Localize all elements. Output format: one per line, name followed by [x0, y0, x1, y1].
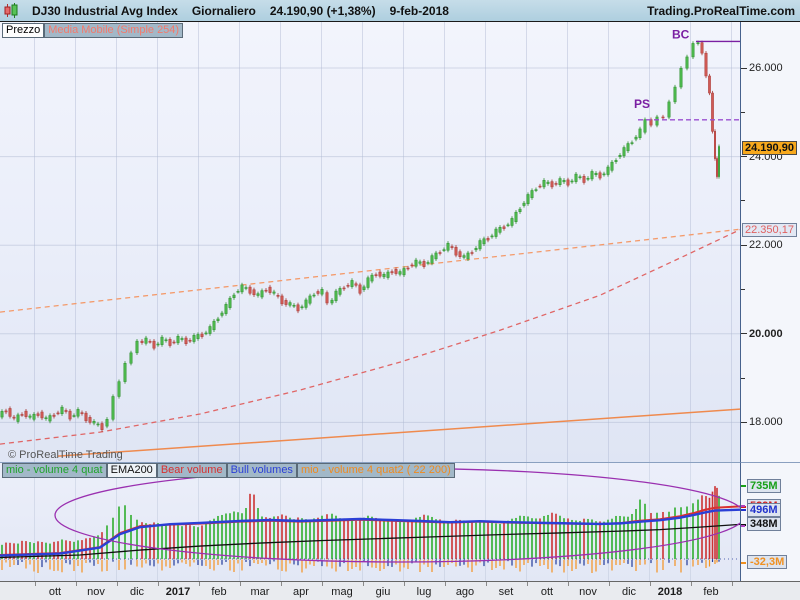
month-boundary-tick [567, 582, 569, 586]
ellipse-axis-tick [741, 504, 745, 507]
month-label: feb [703, 586, 719, 598]
month-boundary-tick [116, 582, 118, 586]
volume-legend: mio - volume 4 quat EMA200 Bear volume Bull… [2, 463, 455, 478]
ps-label: PS [634, 97, 650, 111]
ellipse-axis-tick [741, 524, 745, 527]
month-boundary-tick [649, 582, 651, 586]
last-price-and-change: 24.190,90 (+1,38%) [269, 3, 376, 18]
month-label: dic [621, 586, 637, 598]
volume-axis-label: 735M [747, 478, 781, 493]
price-axis-minor-tick [741, 111, 745, 113]
quat2-bars [1, 559, 720, 573]
price-axis-minor-tick [741, 200, 745, 202]
month-boundary-tick [34, 582, 36, 586]
month-label: dic [129, 586, 145, 598]
bc-label: BC [672, 27, 690, 41]
price-axis[interactable]: 26.000 24.000 22.000 20.000 18.000 24.190,90 2… [741, 22, 800, 462]
timeframe-label[interactable]: Giornaliero [191, 3, 256, 18]
current-price-box: 24.190,90 [742, 141, 797, 156]
month-label: 2017 [165, 586, 191, 598]
month-label: feb [211, 586, 227, 598]
ma-value-box: 22.350,17 [742, 222, 797, 237]
month-boundary-tick [526, 582, 528, 586]
volume-pane[interactable] [0, 462, 741, 582]
price-gridlines [0, 22, 740, 462]
month-boundary-tick [444, 582, 446, 586]
month-label: mag [331, 586, 353, 598]
month-label: mar [250, 586, 270, 598]
price-tick-label: 18.000 [749, 416, 783, 429]
month-label: lug [416, 586, 432, 598]
month-boundary-tick [157, 582, 159, 586]
price-tick-label: 20.000 [749, 327, 783, 340]
ma254-line [0, 229, 740, 445]
price-legend: Prezzo Media Mobile (Simple 254) [2, 23, 184, 38]
price-axis-tick [741, 421, 747, 423]
volume-legend-chip-2[interactable]: Bear volume [156, 463, 227, 478]
volume-axis[interactable]: 735M529M496M348M-32,3M [741, 462, 800, 582]
candlestick-series [0, 40, 720, 432]
copyright-text: © ProRealTime Trading [8, 449, 123, 461]
month-label: 2018 [657, 586, 683, 598]
time-axis[interactable]: ott nov dic 2017 feb mar apr mag giu lug ago set ott… [0, 581, 800, 600]
volume-legend-chip-4[interactable]: mio - volume 4 quat2 ( 22 200) [296, 463, 455, 478]
month-boundary-tick [608, 582, 610, 586]
volume-legend-chip-3[interactable]: Bull volumes [226, 463, 297, 478]
title-bar: DJ30 Industrial Avg Index Giornaliero 24… [0, 0, 800, 23]
instrument-title: DJ30 Industrial Avg Index [32, 3, 178, 18]
month-boundary-tick [280, 582, 282, 586]
volume-line-bull-volumes [0, 508, 740, 557]
month-boundary-tick [731, 582, 733, 586]
price-tick-label: 26.000 [749, 62, 783, 74]
volume-line-ema200 [0, 523, 740, 559]
volume-legend-chip-1[interactable]: EMA200 [106, 463, 157, 478]
month-boundary-tick [362, 582, 364, 586]
month-label: nov [87, 586, 105, 598]
price-axis-tick [741, 67, 747, 69]
price-tick-label: 22.000 [749, 239, 783, 252]
volume-axis-tick [741, 505, 746, 508]
volume-legend-chip-0[interactable]: mio - volume 4 quat [2, 463, 107, 478]
volume-axis-label: -32,3M [747, 555, 788, 570]
month-boundary-tick [75, 582, 77, 586]
brand-link[interactable]: Trading.ProRealTime.com [647, 3, 795, 18]
volume-axis-tick [741, 485, 746, 488]
volume-axis-label: 348M [747, 517, 781, 532]
date-label: 9-feb-2018 [389, 3, 449, 18]
candlestick-logo-icon [4, 3, 18, 18]
price-axis-tick [741, 156, 747, 158]
volume-axis-tick [741, 509, 746, 512]
price-axis-minor-tick [741, 289, 745, 290]
price-axis-tick [741, 333, 747, 335]
volume-axis-label: 496M [747, 502, 781, 517]
volume-axis-tick [741, 561, 746, 564]
month-label: ago [455, 586, 475, 598]
month-label: giu [375, 586, 391, 598]
month-boundary-tick [485, 582, 487, 586]
volume-chart-canvas[interactable] [0, 463, 740, 582]
price-legend-chip-0[interactable]: Prezzo [2, 23, 45, 38]
price-axis-tick [741, 244, 747, 246]
month-boundary-tick [321, 582, 323, 586]
price-axis-minor-tick [741, 377, 745, 379]
price-chart-canvas[interactable]: BC PS [0, 22, 740, 462]
month-boundary-tick [690, 582, 692, 586]
month-label: ott [540, 586, 554, 598]
month-boundary-tick [198, 582, 200, 586]
month-boundary-tick [239, 582, 241, 586]
price-legend-chip-1[interactable]: Media Mobile (Simple 254) [44, 23, 184, 38]
month-label: nov [579, 586, 597, 598]
month-boundary-tick [403, 582, 405, 586]
month-label: apr [293, 586, 309, 598]
month-label: ott [48, 586, 62, 598]
month-label: set [498, 586, 514, 598]
price-pane[interactable]: BC PS [0, 22, 741, 462]
